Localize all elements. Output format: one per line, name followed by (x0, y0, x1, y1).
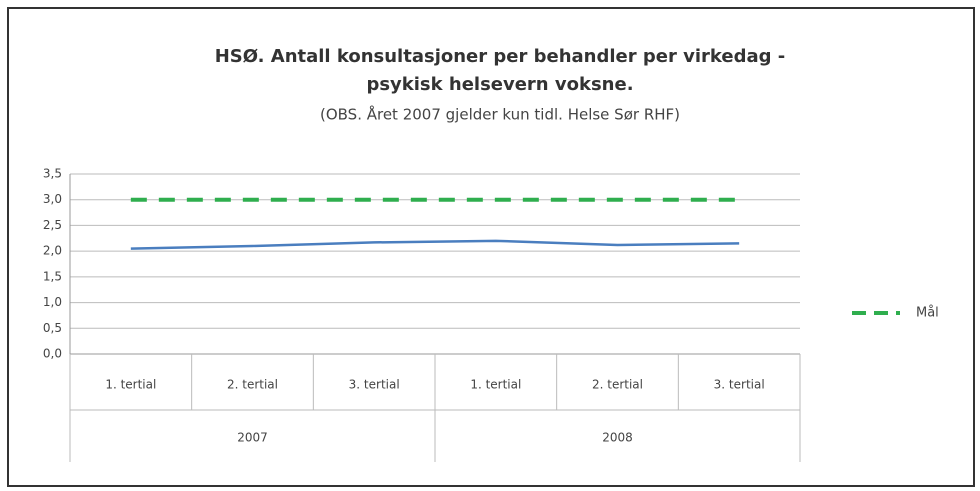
group-label: 2007 (237, 431, 268, 445)
y-tick-label: 1,5 (43, 269, 62, 283)
chart-subtitle: (OBS. Året 2007 gjelder kun tidl. Helse … (320, 105, 680, 124)
chart-title: HSØ. Antall konsultasjoner per behandler… (215, 46, 786, 67)
x-tick-label: 2. tertial (227, 378, 278, 392)
y-tick-label: 3,5 (43, 167, 62, 181)
y-tick-label: 2,5 (43, 218, 62, 232)
y-tick-label: 2,0 (43, 244, 62, 258)
line-series (130, 239, 740, 250)
y-tick-label: 1,0 (43, 295, 62, 309)
y-tick-label: 0,5 (43, 321, 62, 335)
x-tick-label: 1. tertial (105, 378, 156, 392)
chart-title: psykisk helsevern voksne. (366, 74, 633, 95)
group-label: 2008 (602, 431, 633, 445)
x-tick-label: 2. tertial (592, 378, 643, 392)
legend-label: Mål (916, 306, 939, 321)
y-tick-label: 3,0 (43, 192, 62, 206)
x-tick-label: 3. tertial (714, 378, 765, 392)
x-tick-label: 3. tertial (349, 378, 400, 392)
y-tick-label: 0,0 (43, 347, 62, 361)
x-tick-label: 1. tertial (470, 378, 521, 392)
